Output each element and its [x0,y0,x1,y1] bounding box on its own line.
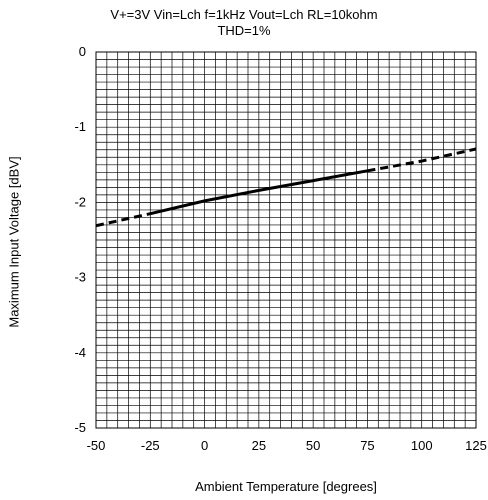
x-tick-label: 125 [465,438,487,453]
x-tick-label: -25 [141,438,160,453]
y-tick-label: -5 [74,420,86,435]
grid-lines [96,52,476,428]
plot-frame [95,51,477,429]
y-tick-label: -4 [74,345,86,360]
chart-title: V+=3V Vin=Lch f=1kHz Vout=Lch RL=10kohm [110,7,378,22]
x-tick-label: 100 [411,438,433,453]
x-tick-label: 75 [360,438,374,453]
y-tick-label: -3 [74,270,86,285]
x-tick-label: -50 [87,438,106,453]
y-tick-label: 0 [79,44,86,59]
data-series [95,147,477,228]
x-axis-label: Ambient Temperature [degrees] [195,479,377,494]
series-line-dashed [95,212,151,228]
series-line-dashed [367,147,477,173]
x-tick-label: 50 [306,438,320,453]
chart-subtitle: THD=1% [217,23,271,38]
y-tick-label: -1 [74,119,86,134]
x-tick-labels: -50 -25 0 25 50 75 100 125 [87,438,487,453]
x-tick-label: 0 [201,438,208,453]
y-tick-label: -2 [74,194,86,209]
series-line-solid [149,169,368,216]
y-tick-labels: 0 -1 -2 -3 -4 -5 [74,44,86,435]
x-tick-label: 25 [252,438,266,453]
